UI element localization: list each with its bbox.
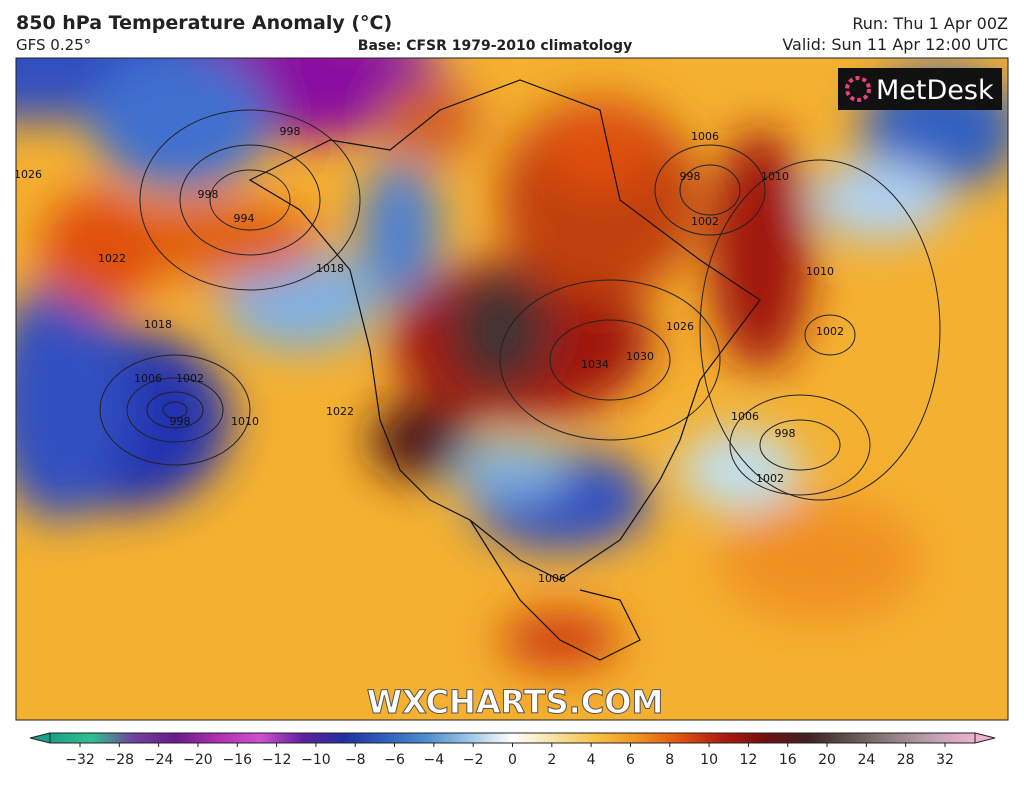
isobar xyxy=(126,377,224,443)
colorbar-tick-label: 16 xyxy=(779,752,797,768)
title: 850 hPa Temperature Anomaly (°C) xyxy=(16,12,392,34)
isobar xyxy=(699,159,941,501)
isobar xyxy=(162,401,188,419)
colorbar-tick-label: −8 xyxy=(345,752,366,768)
logo-box xyxy=(838,68,1002,110)
colorbar-tick-label: 4 xyxy=(587,752,596,768)
anomaly-area xyxy=(450,270,550,390)
anomaly-area xyxy=(380,80,480,160)
colorbar-tick-label: 2 xyxy=(547,752,556,768)
isobar-label: 1006 xyxy=(731,410,759,423)
anomaly-area xyxy=(120,200,320,280)
isobar xyxy=(729,394,871,496)
anomaly-area xyxy=(90,58,270,190)
colorbar-tick-label: 24 xyxy=(857,752,875,768)
isobar-label: 1030 xyxy=(626,350,654,363)
colorbar-tick-label: 10 xyxy=(700,752,718,768)
colorbar-arrow-right xyxy=(974,732,996,744)
isobar-label: 1006 xyxy=(538,572,566,585)
isobar-label: 998 xyxy=(170,415,191,428)
anomaly-area xyxy=(450,440,570,500)
isobar-label: 1034 xyxy=(581,358,609,371)
colorbar-tick-label: −6 xyxy=(384,752,405,768)
isobar xyxy=(499,279,721,441)
isobar-label: 998 xyxy=(775,427,796,440)
run: Run: Thu 1 Apr 00Z xyxy=(852,14,1008,33)
colorbar-tick-label: 8 xyxy=(665,752,674,768)
isobar-label: 1002 xyxy=(756,472,784,485)
isobar-label: 1018 xyxy=(144,318,172,331)
colorbar-tick-label: −12 xyxy=(262,752,292,768)
anomaly-area xyxy=(720,500,920,620)
anomaly-area xyxy=(370,400,470,480)
isobar-label: 1002 xyxy=(176,372,204,385)
colorbar-tick-label: −10 xyxy=(301,752,331,768)
anomaly-area xyxy=(810,160,950,240)
coastline xyxy=(248,79,761,661)
colorbar-tick-label: −4 xyxy=(424,752,445,768)
colorbar-tick-label: 12 xyxy=(739,752,757,768)
isobar xyxy=(804,314,856,356)
colorbar-tick-label: 32 xyxy=(936,752,954,768)
colorbar-tick-label: −16 xyxy=(222,752,252,768)
isobar xyxy=(179,144,321,256)
isobar xyxy=(549,319,671,401)
model: GFS 0.25° xyxy=(16,36,91,54)
isobar-label: 1026 xyxy=(14,168,42,181)
isobar-label: 1002 xyxy=(691,215,719,228)
colorbar-tick-label: −2 xyxy=(463,752,484,768)
logo: MetDesk xyxy=(876,75,994,106)
isobar-label: 1022 xyxy=(98,252,126,265)
anomaly-area xyxy=(710,130,810,370)
isobar-label: 1010 xyxy=(806,265,834,278)
colorbar-tick-label: 6 xyxy=(626,752,635,768)
valid: Valid: Sun 11 Apr 12:00 UTC xyxy=(782,35,1008,54)
base: Base: CFSR 1979-2010 climatology xyxy=(358,38,632,54)
anomaly-area xyxy=(16,280,130,520)
isobar-label: 1026 xyxy=(666,320,694,333)
isobar xyxy=(679,164,741,216)
isobar xyxy=(759,419,841,471)
colorbar-tick-label: −32 xyxy=(65,752,95,768)
isobar-label: 998 xyxy=(280,125,301,138)
colorbar xyxy=(49,732,976,744)
isobar-label: 1010 xyxy=(761,170,789,183)
logo-icon xyxy=(845,76,871,102)
isobar-label: 1010 xyxy=(231,415,259,428)
anomaly-area xyxy=(540,110,660,190)
colorbar-tick-label: 0 xyxy=(508,752,517,768)
anomaly-area xyxy=(40,190,160,310)
isobar-label: 994 xyxy=(234,212,255,225)
anomaly-area xyxy=(680,430,800,510)
isobar xyxy=(139,109,361,291)
colorbar-tick-label: −24 xyxy=(144,752,174,768)
isobar-label: 1018 xyxy=(316,262,344,275)
colorbar-tick-label: −20 xyxy=(183,752,213,768)
isobar-label: 998 xyxy=(680,170,701,183)
isobar-label: 1022 xyxy=(326,405,354,418)
isobar xyxy=(99,354,251,466)
anomaly-area xyxy=(360,160,440,300)
colorbar-tick-label: −28 xyxy=(105,752,135,768)
isobar-label: 1002 xyxy=(816,325,844,338)
isobar xyxy=(146,391,204,429)
isobar xyxy=(209,169,291,231)
map-frame xyxy=(15,57,1009,721)
watermark: WXCHARTS.COM xyxy=(367,683,664,721)
isobar xyxy=(654,144,766,236)
isobar-label: 1006 xyxy=(134,372,162,385)
colorbar-tick-label: 28 xyxy=(897,752,915,768)
colorbar-tick-label: 20 xyxy=(818,752,836,768)
isobar-label: 1006 xyxy=(691,130,719,143)
isobar-label: 998 xyxy=(198,188,219,201)
colorbar-arrow-left xyxy=(29,732,51,744)
map: 1026 1022 1018 998 994 998 1018 1006 1002 998 1010… xyxy=(14,58,1008,721)
